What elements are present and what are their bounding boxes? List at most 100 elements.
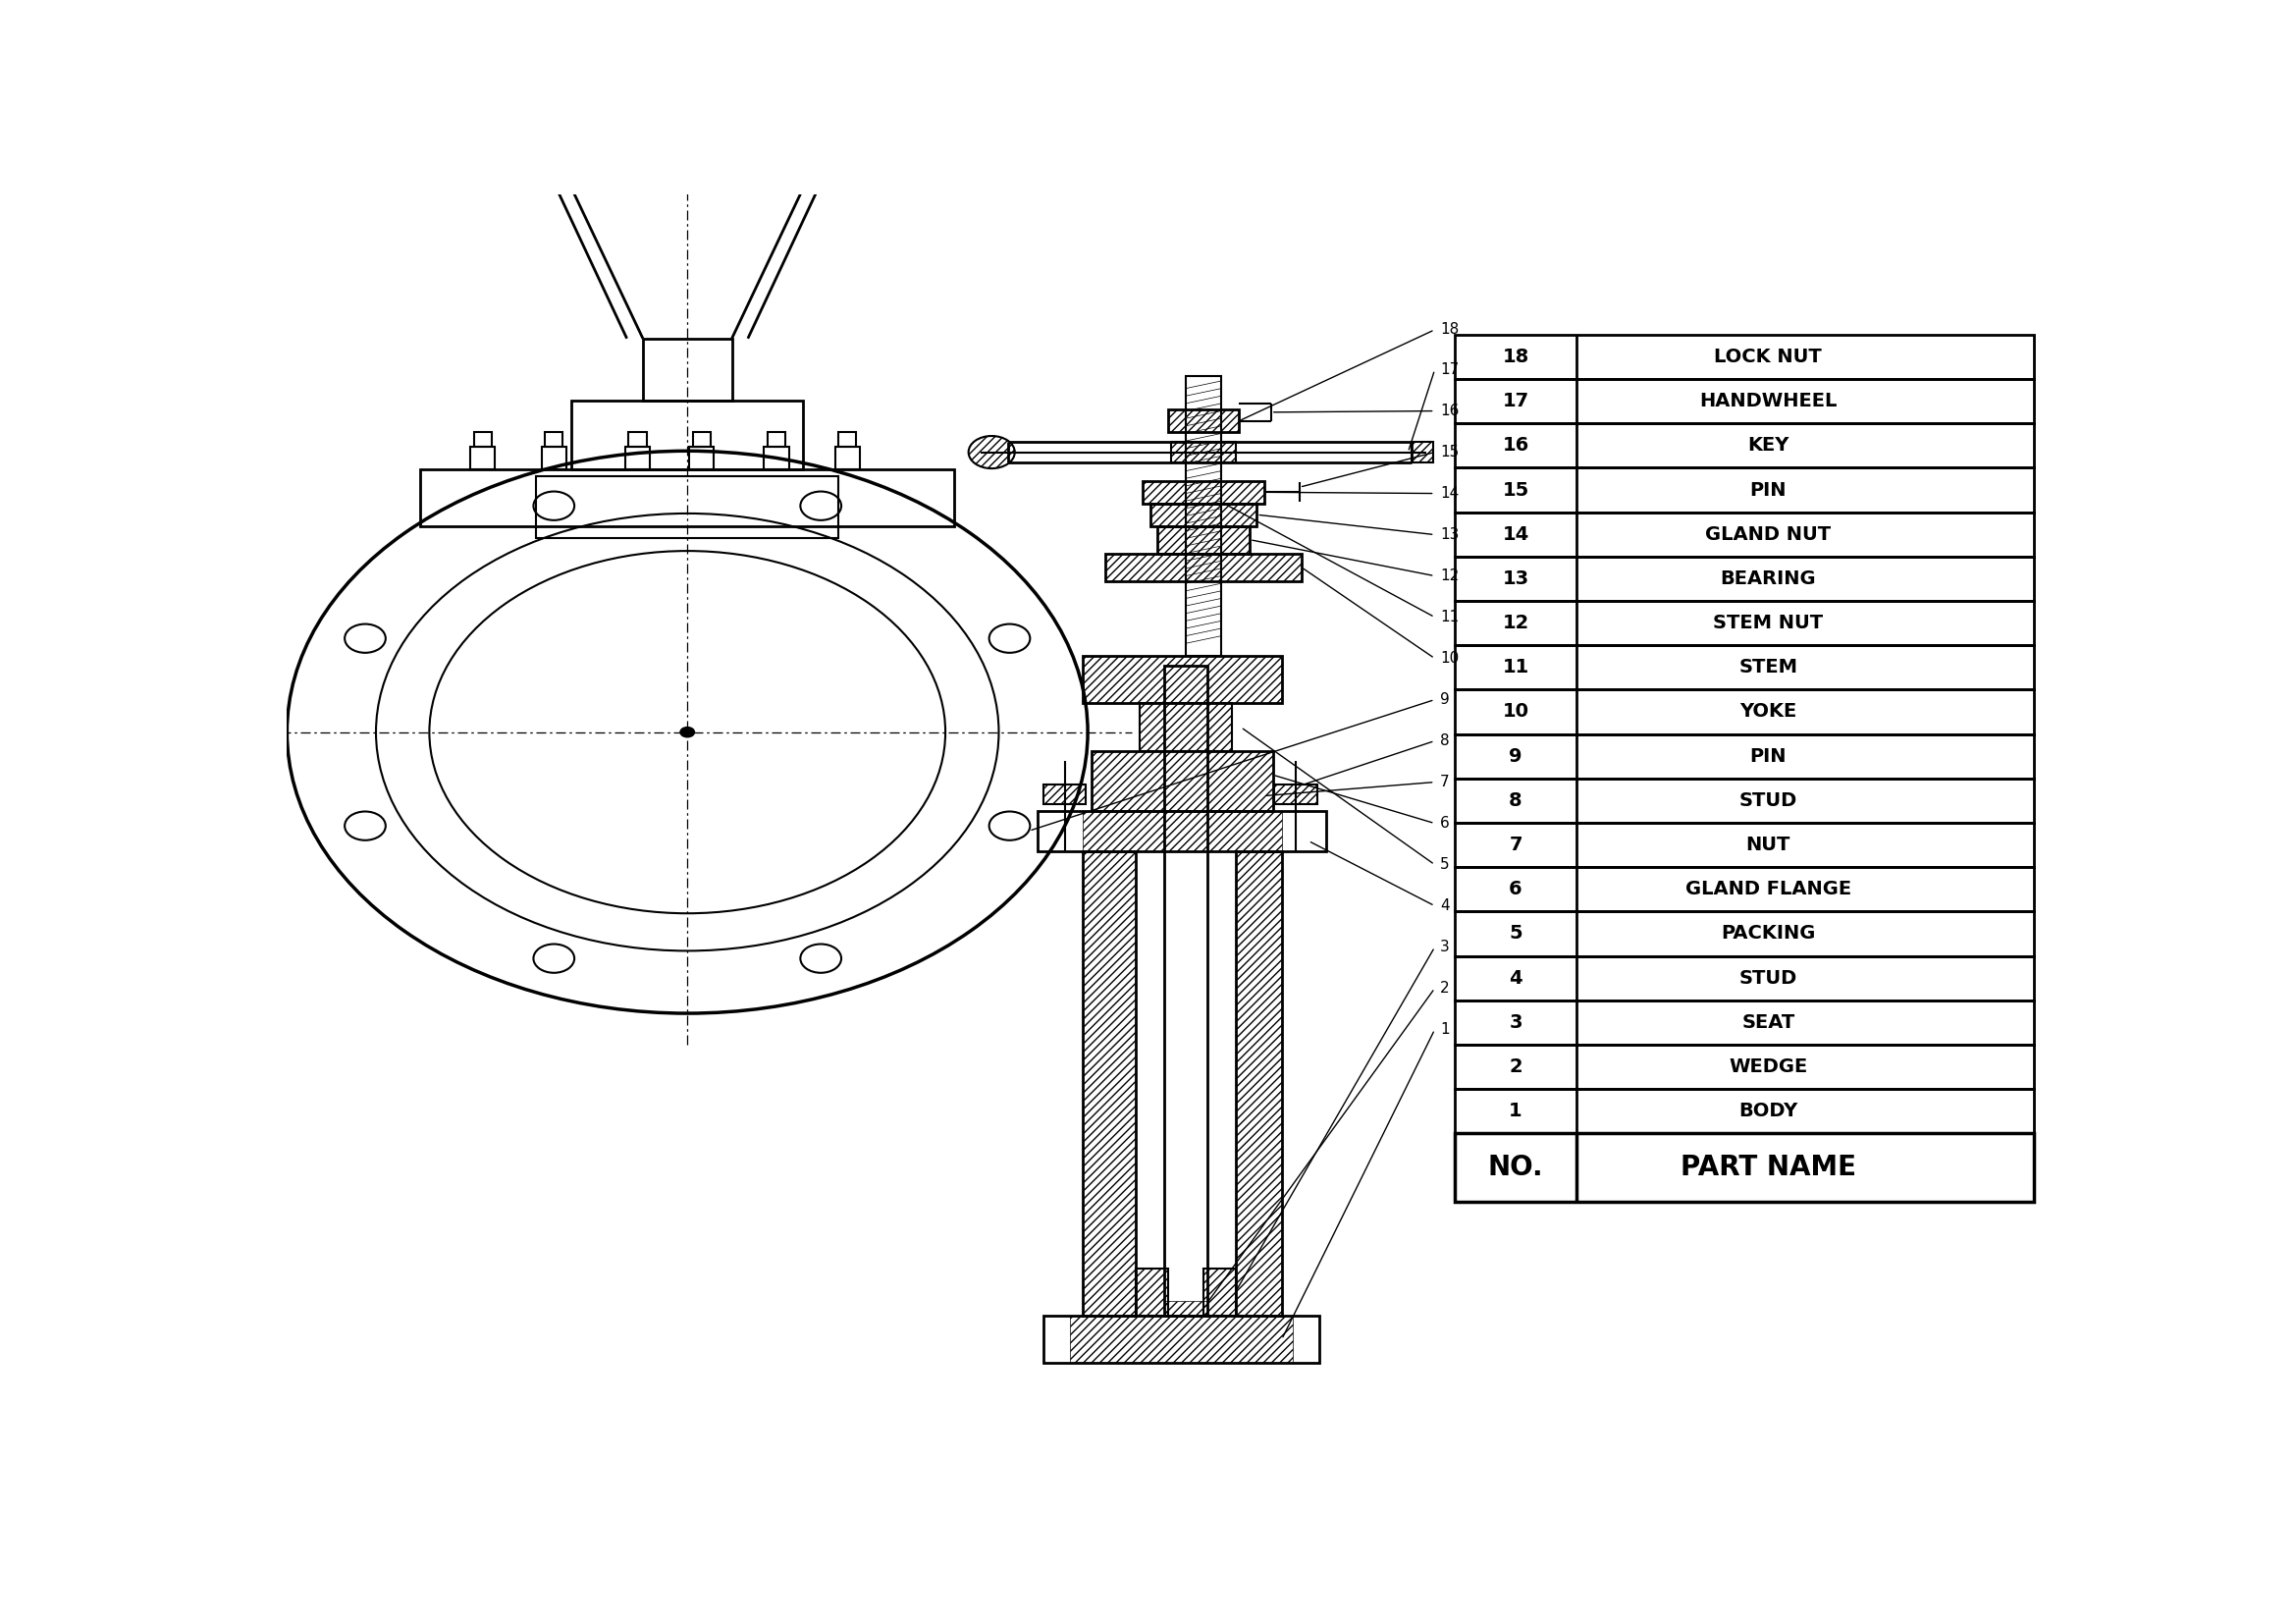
Bar [1150,503,1256,526]
Bar [542,448,567,469]
Text: 15: 15 [1440,445,1458,459]
Text: 2: 2 [1440,980,1449,995]
Text: 13: 13 [1502,570,1529,588]
Circle shape [680,727,693,737]
Bar [1081,656,1281,703]
Text: 7: 7 [1440,774,1449,789]
Text: NO.: NO. [1488,1154,1543,1182]
Text: 10: 10 [1440,651,1458,665]
Bar [1091,751,1272,812]
Bar [1157,526,1249,553]
Bar [1456,956,2034,1000]
Bar [1203,1268,1235,1316]
Bar [1139,703,1233,751]
Bar [572,401,804,469]
Bar [1081,850,1137,1316]
Text: 9: 9 [1508,747,1522,766]
Bar [1137,1268,1169,1316]
Bar [1042,784,1086,805]
Text: 17: 17 [1440,362,1458,377]
Bar [1456,646,2034,690]
Text: 3: 3 [1440,940,1449,954]
Text: WEDGE: WEDGE [1729,1058,1807,1076]
Text: STEM: STEM [1738,659,1798,677]
Text: 9: 9 [1440,693,1449,708]
Bar [1456,1089,2034,1133]
Text: KEY: KEY [1747,437,1789,454]
Bar [1456,1133,2034,1203]
Bar [689,448,714,469]
Bar [1456,1045,2034,1089]
Bar [1091,751,1272,812]
Text: 6: 6 [1440,816,1449,831]
Text: PIN: PIN [1750,480,1786,500]
Text: 10: 10 [1502,703,1529,721]
Bar [1456,912,2034,956]
Bar [693,432,709,448]
Bar [1456,557,2034,601]
Text: STEM NUT: STEM NUT [1713,613,1823,633]
Text: 4: 4 [1440,899,1449,914]
Bar [1143,480,1263,503]
Bar [1456,424,2034,467]
Text: HANDWHEEL: HANDWHEEL [1699,391,1837,411]
Bar [1164,1300,1208,1316]
Text: 5: 5 [1440,857,1449,872]
Text: PART NAME: PART NAME [1681,1154,1855,1182]
Bar [1038,812,1327,850]
Bar [1456,734,2034,779]
Text: 15: 15 [1502,480,1529,500]
Bar [765,448,790,469]
Bar [1157,526,1249,553]
Bar [1412,441,1433,463]
Bar [1169,409,1240,432]
Bar [1456,601,2034,646]
Text: STUD: STUD [1738,969,1798,987]
Bar [1456,1000,2034,1045]
Bar [668,0,707,13]
Text: 8: 8 [1440,734,1449,748]
Bar [1456,823,2034,867]
Bar [1185,377,1221,656]
Text: LOCK NUT: LOCK NUT [1715,347,1823,367]
Bar [537,476,838,539]
Bar [838,432,856,448]
Text: 8: 8 [1508,792,1522,810]
Bar [1164,665,1208,1316]
Bar [420,469,955,526]
Bar [471,448,496,469]
Bar [1104,553,1302,581]
Bar [1081,656,1281,703]
Bar [1235,850,1281,1316]
Bar [1150,503,1256,526]
Bar [1456,334,2034,380]
Bar [1456,467,2034,513]
Bar [1274,784,1318,805]
Text: 16: 16 [1440,404,1458,419]
Bar [1456,513,2034,557]
Text: GLAND NUT: GLAND NUT [1706,526,1832,544]
Text: 12: 12 [1440,568,1458,583]
Text: 16: 16 [1502,437,1529,454]
Text: 4: 4 [1508,969,1522,987]
Text: 18: 18 [1440,323,1458,338]
Bar [629,432,647,448]
Text: 14: 14 [1440,485,1458,502]
Bar [1042,1316,1318,1363]
Bar [473,13,900,39]
Text: 7: 7 [1508,836,1522,854]
Text: BEARING: BEARING [1720,570,1816,588]
Text: STUD: STUD [1738,792,1798,810]
Bar [625,448,650,469]
Text: 12: 12 [1502,613,1529,633]
Bar [1456,779,2034,823]
Bar [836,448,861,469]
Text: PACKING: PACKING [1722,925,1816,943]
Text: YOKE: YOKE [1740,703,1798,721]
Bar [1139,703,1233,751]
Text: NUT: NUT [1745,836,1791,854]
Text: 17: 17 [1502,391,1529,411]
Bar [1171,441,1235,463]
Text: SEAT: SEAT [1743,1013,1795,1032]
Bar [473,432,491,448]
